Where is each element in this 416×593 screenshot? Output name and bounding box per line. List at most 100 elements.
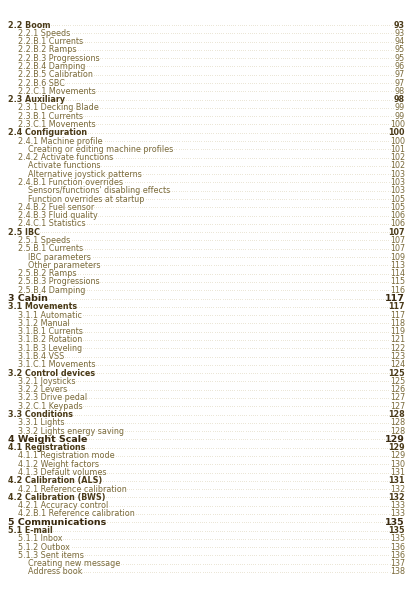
Text: 5.1.3 Sent items: 5.1.3 Sent items bbox=[18, 551, 84, 560]
Text: 3.3 Conditions: 3.3 Conditions bbox=[8, 410, 73, 419]
Text: 3.1.B.1 Currents: 3.1.B.1 Currents bbox=[18, 327, 83, 336]
Text: 3.2.2 Levers: 3.2.2 Levers bbox=[18, 385, 67, 394]
Text: 130: 130 bbox=[390, 460, 405, 468]
Text: 129: 129 bbox=[389, 443, 405, 452]
Text: 2.4.C.1 Statistics: 2.4.C.1 Statistics bbox=[18, 219, 86, 228]
Text: 3.1.C.1 Movements: 3.1.C.1 Movements bbox=[18, 361, 96, 369]
Text: 127: 127 bbox=[390, 393, 405, 403]
Text: 3.1.2 Manual: 3.1.2 Manual bbox=[18, 319, 70, 328]
Text: 2.3.1 Decking Blade: 2.3.1 Decking Blade bbox=[18, 103, 99, 113]
Text: 107: 107 bbox=[389, 228, 405, 237]
Text: 3.1.B.3 Leveling: 3.1.B.3 Leveling bbox=[18, 344, 82, 353]
Text: 102: 102 bbox=[390, 153, 405, 162]
Text: 2.2.B.1 Currents: 2.2.B.1 Currents bbox=[18, 37, 83, 46]
Text: 3.1 Movements: 3.1 Movements bbox=[8, 302, 77, 311]
Text: 117: 117 bbox=[389, 302, 405, 311]
Text: 2.5.B.1 Currents: 2.5.B.1 Currents bbox=[18, 244, 83, 253]
Text: 122: 122 bbox=[390, 344, 405, 353]
Text: 95: 95 bbox=[395, 53, 405, 63]
Text: 99: 99 bbox=[395, 103, 405, 113]
Text: 131: 131 bbox=[390, 468, 405, 477]
Text: IBC parameters: IBC parameters bbox=[28, 253, 91, 262]
Text: 3.3.2 Lights energy saving: 3.3.2 Lights energy saving bbox=[18, 426, 124, 436]
Text: 103: 103 bbox=[390, 170, 405, 178]
Text: 2.4.2 Activate functions: 2.4.2 Activate functions bbox=[18, 153, 113, 162]
Text: 101: 101 bbox=[390, 145, 405, 154]
Text: 125: 125 bbox=[389, 369, 405, 378]
Text: 100: 100 bbox=[390, 120, 405, 129]
Text: 3.2 Control devices: 3.2 Control devices bbox=[8, 369, 95, 378]
Text: 3.1.B.2 Rotation: 3.1.B.2 Rotation bbox=[18, 336, 82, 345]
Text: 5 Communications: 5 Communications bbox=[8, 518, 106, 527]
Text: 3.2.3 Drive pedal: 3.2.3 Drive pedal bbox=[18, 393, 87, 403]
Text: 125: 125 bbox=[390, 377, 405, 386]
Text: 97: 97 bbox=[395, 70, 405, 79]
Text: 115: 115 bbox=[390, 278, 405, 286]
Text: 103: 103 bbox=[390, 178, 405, 187]
Text: 98: 98 bbox=[395, 87, 405, 96]
Text: 102: 102 bbox=[390, 161, 405, 170]
Text: 3.3.1 Lights: 3.3.1 Lights bbox=[18, 418, 64, 428]
Text: 94: 94 bbox=[395, 37, 405, 46]
Text: 117: 117 bbox=[390, 311, 405, 320]
Text: 5.1 E-mail: 5.1 E-mail bbox=[8, 526, 53, 535]
Text: 4.2.B.1 Reference calibration: 4.2.B.1 Reference calibration bbox=[18, 509, 135, 518]
Text: 2.5.B.4 Damping: 2.5.B.4 Damping bbox=[18, 286, 85, 295]
Text: 5.1.2 Outbox: 5.1.2 Outbox bbox=[18, 543, 70, 551]
Text: 3.1.B.4 VSS: 3.1.B.4 VSS bbox=[18, 352, 64, 361]
Text: 2.5.B.2 Ramps: 2.5.B.2 Ramps bbox=[18, 269, 77, 278]
Text: 3.2.1 Joysticks: 3.2.1 Joysticks bbox=[18, 377, 75, 386]
Text: 107: 107 bbox=[390, 244, 405, 253]
Text: 2.2.B.2 Ramps: 2.2.B.2 Ramps bbox=[18, 45, 77, 55]
Text: 132: 132 bbox=[389, 493, 405, 502]
Text: 2.2 Boom: 2.2 Boom bbox=[8, 21, 50, 30]
Text: Activate functions: Activate functions bbox=[28, 161, 101, 170]
Text: 121: 121 bbox=[390, 336, 405, 345]
Text: 128: 128 bbox=[390, 418, 405, 428]
Text: 2.3.C.1 Movements: 2.3.C.1 Movements bbox=[18, 120, 96, 129]
Text: 4.2 Calibration (ALS): 4.2 Calibration (ALS) bbox=[8, 476, 102, 485]
Text: 116: 116 bbox=[390, 286, 405, 295]
Text: 3.1.1 Automatic: 3.1.1 Automatic bbox=[18, 311, 82, 320]
Text: 128: 128 bbox=[388, 410, 405, 419]
Text: 2.2.B.5 Calibration: 2.2.B.5 Calibration bbox=[18, 70, 93, 79]
Text: 4.1 Registrations: 4.1 Registrations bbox=[8, 443, 86, 452]
Text: 4.1.3 Default volumes: 4.1.3 Default volumes bbox=[18, 468, 106, 477]
Text: 5.1.1 Inbox: 5.1.1 Inbox bbox=[18, 534, 62, 543]
Text: Other parameters: Other parameters bbox=[28, 261, 101, 270]
Text: 113: 113 bbox=[390, 261, 405, 270]
Text: 95: 95 bbox=[395, 45, 405, 55]
Text: 103: 103 bbox=[390, 186, 405, 195]
Text: 3.2.C.1 Keypads: 3.2.C.1 Keypads bbox=[18, 401, 83, 411]
Text: 2.4.1 Machine profile: 2.4.1 Machine profile bbox=[18, 136, 102, 145]
Text: 132: 132 bbox=[390, 484, 405, 493]
Text: 135: 135 bbox=[389, 526, 405, 535]
Text: 96: 96 bbox=[395, 62, 405, 71]
Text: 105: 105 bbox=[390, 203, 405, 212]
Text: 97: 97 bbox=[395, 78, 405, 88]
Text: 136: 136 bbox=[390, 551, 405, 560]
Text: 133: 133 bbox=[390, 501, 405, 510]
Text: 131: 131 bbox=[389, 476, 405, 485]
Text: 93: 93 bbox=[394, 21, 405, 30]
Text: 135: 135 bbox=[390, 534, 405, 543]
Text: 109: 109 bbox=[390, 253, 405, 262]
Text: 137: 137 bbox=[390, 559, 405, 568]
Text: 118: 118 bbox=[390, 319, 405, 328]
Text: 2.2.B.6 SBC: 2.2.B.6 SBC bbox=[18, 78, 65, 88]
Text: 2.2.B.4 Damping: 2.2.B.4 Damping bbox=[18, 62, 85, 71]
Text: 2.5 IBC: 2.5 IBC bbox=[8, 228, 40, 237]
Text: 2.4.B.2 Fuel sensor: 2.4.B.2 Fuel sensor bbox=[18, 203, 94, 212]
Text: 133: 133 bbox=[390, 509, 405, 518]
Text: 119: 119 bbox=[390, 327, 405, 336]
Text: 129: 129 bbox=[390, 451, 405, 461]
Text: 4.1.2 Weight factors: 4.1.2 Weight factors bbox=[18, 460, 99, 468]
Text: 117: 117 bbox=[385, 294, 405, 303]
Text: 136: 136 bbox=[390, 543, 405, 551]
Text: 100: 100 bbox=[389, 128, 405, 137]
Text: 2.2.1 Speeds: 2.2.1 Speeds bbox=[18, 29, 70, 38]
Text: 2.4.B.3 Fluid quality: 2.4.B.3 Fluid quality bbox=[18, 211, 98, 220]
Text: 2.5.B.3 Progressions: 2.5.B.3 Progressions bbox=[18, 278, 99, 286]
Text: 2.5.1 Speeds: 2.5.1 Speeds bbox=[18, 236, 70, 245]
Text: 2.2.C.1 Movements: 2.2.C.1 Movements bbox=[18, 87, 96, 96]
